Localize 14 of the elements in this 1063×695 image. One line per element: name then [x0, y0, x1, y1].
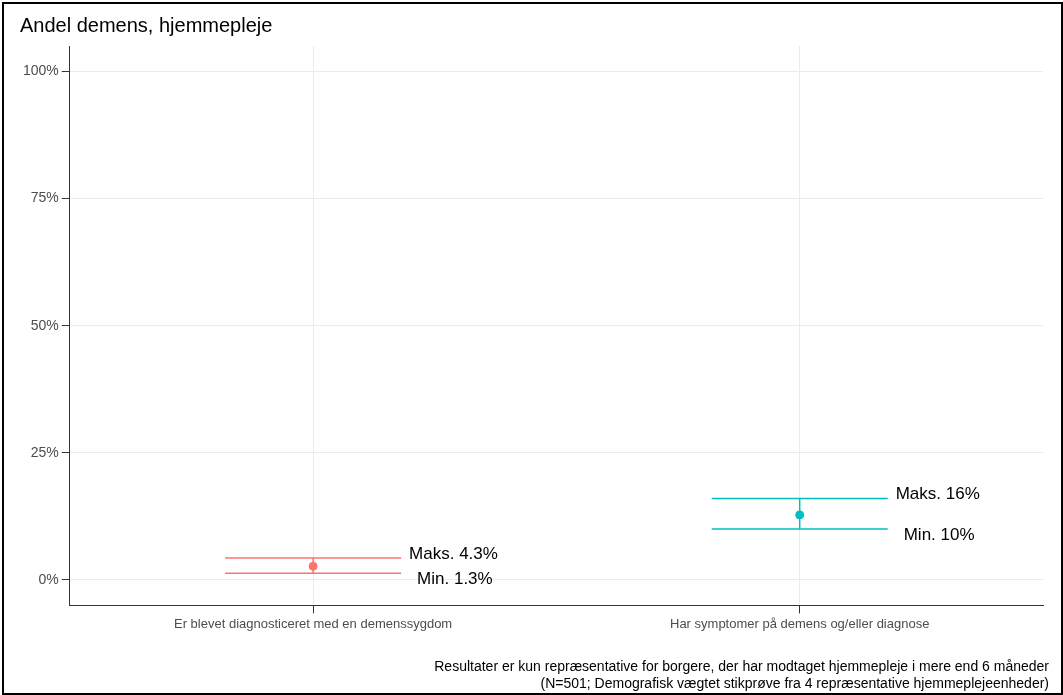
- annotation: Maks. 16%: [895, 484, 980, 504]
- x-tick-label: Er blevet diagnosticeret med en demenssygdom: [174, 615, 453, 631]
- x-tick-label: Har symptomer på demens og/eller diagnose: [669, 615, 930, 631]
- annotation: Min. 1.3%: [417, 569, 493, 589]
- y-tick-label: 25%: [30, 443, 59, 460]
- y-tick-label: 75%: [30, 189, 59, 206]
- annotation: Min. 10%: [903, 524, 975, 544]
- text: Resultater er kun repræsentative for borgere, der har modtaget hjemmepleje i mere end 6 måneder: [434, 657, 1050, 674]
- y-tick-label: 100%: [22, 62, 59, 79]
- text: (N=501; Demografisk vægtet stikprøve fra 4 repræsentative hjemmeplejeenheder): [540, 674, 1049, 691]
- annotation: Maks. 4.3%: [409, 543, 498, 563]
- y-tick-label: 0%: [38, 570, 59, 587]
- y-tick-label: 50%: [30, 316, 59, 333]
- chart-title: Andel demens, hjemmepleje: [20, 13, 273, 36]
